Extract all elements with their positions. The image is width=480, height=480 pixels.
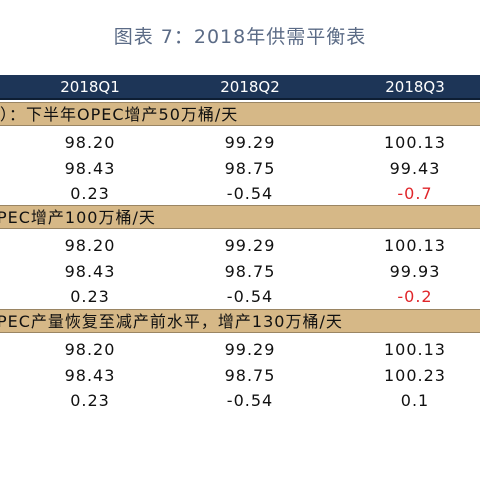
table-cell: 0.23 <box>70 391 110 410</box>
table-cell: 100.23 <box>384 365 446 385</box>
section-row: ）：下半年OPEC增产50万桶/天 <box>0 102 480 126</box>
table-cell: 98.20 <box>64 133 116 152</box>
table-cell: 100.13 <box>384 133 446 152</box>
table-cell: 98.75 <box>224 365 276 385</box>
table-cell: -0.54 <box>226 287 274 306</box>
section-row: PEC产量恢复至减产前水平，增产130万桶/天 <box>0 309 480 333</box>
title: 图表 7：2018年供需平衡表 <box>113 26 367 48</box>
section-label: PEC产量恢复至减产前水平，增产130万桶/天 <box>0 312 343 331</box>
table-cell: 98.43 <box>64 365 116 385</box>
table-cell: 98.75 <box>224 261 276 281</box>
header-row: 2018Q1 2018Q2 2018Q3 <box>0 75 480 100</box>
table-cell: 98.43 <box>64 158 116 178</box>
table-cell: 99.93 <box>389 261 441 281</box>
table-cell: 0.1 <box>400 391 430 410</box>
column-header: 2018Q1 <box>60 78 120 96</box>
table-cell: 100.13 <box>384 340 446 359</box>
table-cell: 98.43 <box>64 261 116 281</box>
column-header: 2018Q2 <box>220 78 280 96</box>
table-cell: 99.29 <box>224 133 276 152</box>
table-cell: 98.75 <box>224 158 276 178</box>
table-cell: 0.23 <box>70 184 110 203</box>
table-cell: 0.23 <box>70 287 110 306</box>
table-cell: 98.20 <box>64 340 116 359</box>
table-cell: 99.29 <box>224 236 276 255</box>
table-cell: -0.2 <box>397 287 433 306</box>
table-cell: 100.13 <box>384 236 446 255</box>
table-cell: 99.29 <box>224 340 276 359</box>
section-label: ）：下半年OPEC增产50万桶/天 <box>0 105 239 124</box>
column-header: 2018Q3 <box>385 78 445 96</box>
table-cell: 99.43 <box>389 158 441 178</box>
table-cell: -0.7 <box>397 184 433 203</box>
table-cell: -0.54 <box>226 184 274 203</box>
section-row: PEC增产100万桶/天 <box>0 205 480 229</box>
table-cell: -0.54 <box>226 391 274 410</box>
table-cell: 98.20 <box>64 236 116 255</box>
section-label: PEC增产100万桶/天 <box>0 208 156 227</box>
